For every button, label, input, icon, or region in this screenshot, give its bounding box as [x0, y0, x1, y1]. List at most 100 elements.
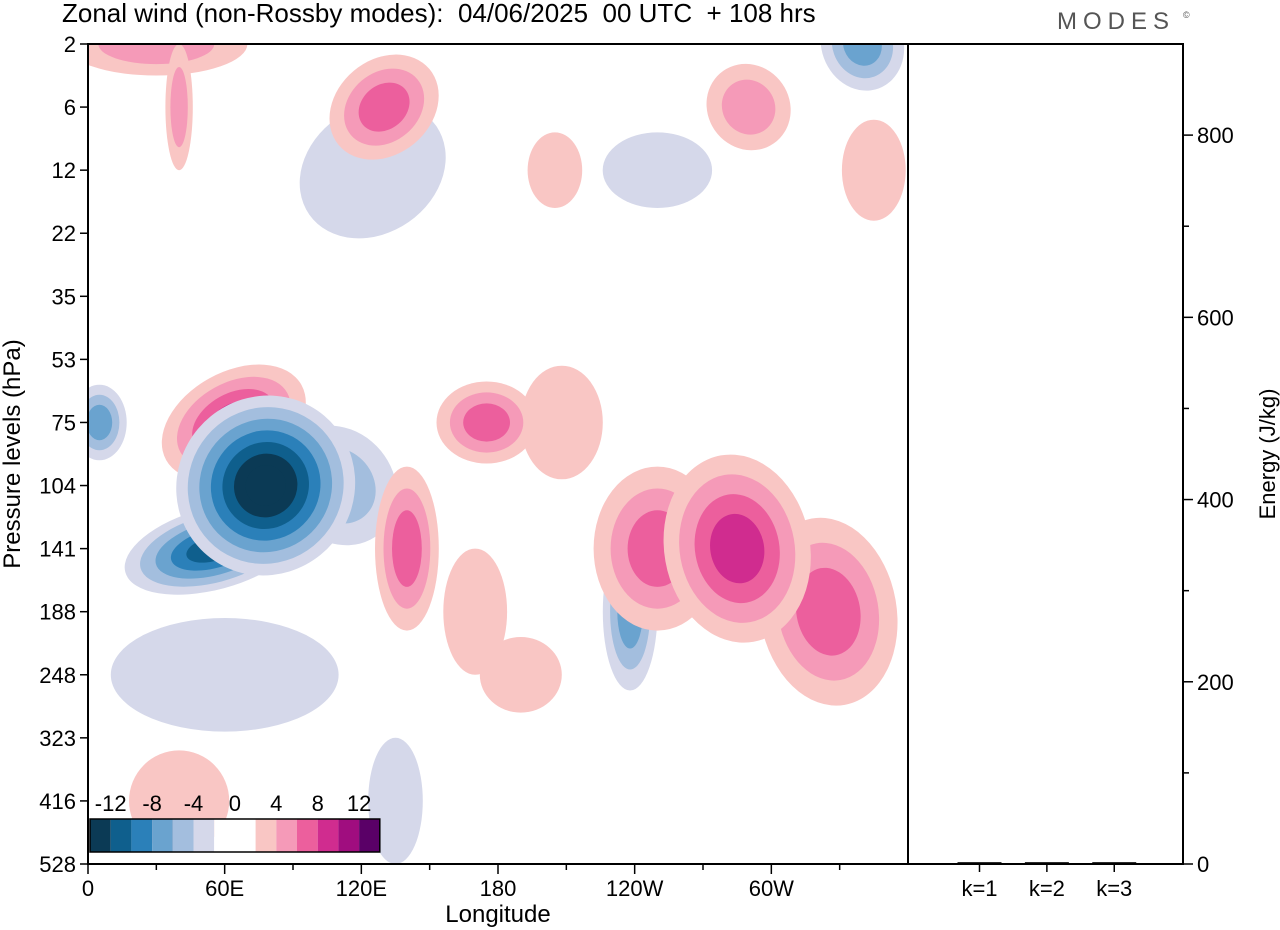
contour-level — [479, 637, 562, 713]
colorbar-tick-label: -12 — [95, 791, 127, 816]
contour-level — [841, 119, 906, 221]
contour-feature — [88, 384, 127, 461]
contour-feature — [602, 132, 713, 208]
energy-bar-chart: 0 200 400 600 800 k=1 k=2 k=3 — [957, 123, 1234, 901]
colorbar-tick-label: 8 — [312, 791, 324, 816]
contour-level — [831, 44, 894, 79]
y-axis-label: Pressure levels (hPa) — [0, 339, 26, 568]
contour-level — [710, 513, 765, 584]
colorbar-swatch — [152, 819, 173, 852]
contour-feature — [436, 381, 537, 464]
contour-level — [721, 79, 776, 135]
colorbar-swatch — [317, 819, 339, 852]
colorbar-swatch — [297, 819, 318, 852]
contour-level — [358, 82, 410, 132]
x-tick-label: 180 — [480, 876, 517, 901]
contour-feature — [663, 454, 811, 643]
energy-frame — [907, 43, 1184, 865]
colorbar-swatch — [90, 819, 111, 852]
y-tick-label: 104 — [39, 474, 76, 499]
x-tick-label: 120E — [336, 876, 387, 901]
colorbar-swatch — [276, 819, 297, 852]
contour-feature — [479, 637, 562, 713]
energy-category-label: k=1 — [961, 876, 997, 901]
colorbar-swatch — [131, 819, 153, 852]
colorbar-swatch — [193, 819, 215, 852]
contour-level — [88, 404, 113, 441]
y-tick-label: 141 — [39, 537, 76, 562]
colorbar-tick-label: -8 — [142, 791, 162, 816]
contour-feature — [176, 395, 356, 576]
colorbar-tick-label: 0 — [229, 791, 241, 816]
energy-y-tick-label: 200 — [1197, 670, 1234, 695]
y-tick-label: 75 — [52, 410, 76, 435]
colorbar-swatch — [338, 819, 360, 852]
y-tick-label: 2 — [64, 32, 76, 57]
contour-feature — [841, 119, 906, 221]
colorbar-swatch — [255, 819, 277, 852]
colorbar-tick-label: 12 — [347, 791, 371, 816]
x-tick-label: 120W — [606, 876, 664, 901]
contour-level — [602, 132, 713, 208]
contour-level — [245, 465, 286, 506]
contour-level — [520, 365, 603, 480]
contour-feature — [527, 132, 583, 208]
contour-feature — [520, 365, 603, 480]
colorbar-tick-label: 4 — [270, 791, 282, 816]
energy-y-tick-label: 800 — [1197, 123, 1234, 148]
brand-copyright-mark: © — [1183, 10, 1190, 20]
contour-level — [463, 403, 510, 442]
colorbar-swatch — [359, 819, 380, 852]
contour-feature — [820, 44, 905, 91]
colorbar-frame — [89, 818, 381, 853]
y-tick-label: 416 — [39, 789, 76, 814]
energy-category-label: k=2 — [1029, 876, 1065, 901]
contour-level — [110, 618, 339, 732]
x-axis-label: Longitude — [445, 901, 550, 928]
x-tick-label: 60E — [205, 876, 244, 901]
y-tick-label: 35 — [52, 284, 76, 309]
contour-level — [392, 510, 422, 587]
y-tick-label: 6 — [64, 95, 76, 120]
contour-level — [527, 132, 583, 208]
colorbar-swatch — [234, 819, 256, 852]
energy-y-tick-label: 0 — [1197, 852, 1209, 877]
colorbar-tick-label: -4 — [184, 791, 204, 816]
contour-level — [443, 548, 508, 675]
contour-level — [842, 44, 882, 66]
energy-bar — [1092, 862, 1137, 864]
energy-y-tick-label: 400 — [1197, 488, 1234, 513]
y-tick-label: 323 — [39, 726, 76, 751]
y-tick-label: 12 — [52, 158, 76, 183]
y-tick-label: 528 — [39, 852, 76, 877]
colorbar-swatch — [214, 819, 235, 852]
contour-feature — [375, 466, 439, 631]
y-tick-label: 53 — [52, 347, 76, 372]
contour-feature — [706, 63, 791, 151]
x-tick-label: 60W — [749, 876, 794, 901]
energy-bar — [957, 862, 1002, 864]
colorbar-swatch — [110, 819, 132, 852]
energy-y-tick-label: 600 — [1197, 305, 1234, 330]
colorbar-swatch — [172, 819, 194, 852]
contour-level — [368, 737, 423, 864]
energy-axis-label: Energy (J/kg) — [1255, 389, 1280, 520]
energy-bar — [1024, 862, 1069, 864]
chart-title: Zonal wind (non-Rossby modes): 04/06/202… — [62, 0, 816, 28]
contour-level — [795, 567, 861, 656]
colorbar: -12 -8 -4 0 4 8 12 — [89, 791, 381, 853]
x-tick-label: 0 — [82, 876, 94, 901]
y-tick-label: 188 — [39, 600, 76, 625]
contour-feature — [329, 54, 439, 160]
contour-feature — [110, 618, 339, 732]
energy-category-label: k=3 — [1096, 876, 1132, 901]
y-tick-label: 22 — [52, 221, 76, 246]
y-tick-label: 248 — [39, 663, 76, 688]
contour-feature — [165, 44, 193, 171]
brand-logo: MODES — [1057, 8, 1176, 35]
heatmap-contours — [88, 44, 906, 864]
contour-feature — [443, 548, 508, 675]
contour-level — [170, 67, 188, 148]
